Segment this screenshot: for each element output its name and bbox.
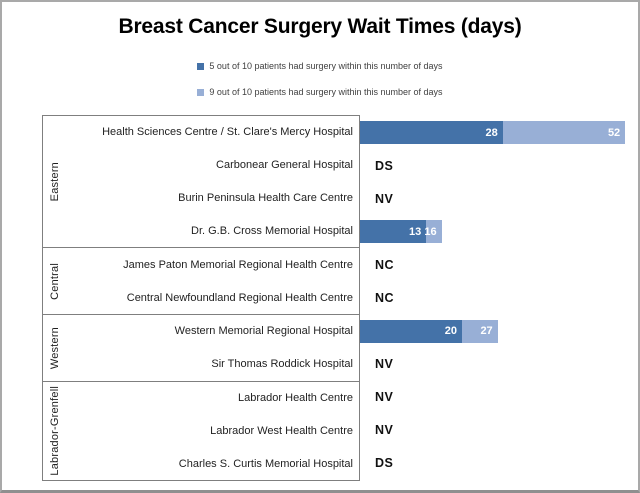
plot-group: NC NC — [360, 248, 638, 314]
hospital-label: Labrador West Health Centre — [210, 424, 353, 437]
bar-segment-p50: 28 — [360, 121, 503, 145]
hospital-label: Health Sciences Centre / St. Clare's Mer… — [102, 126, 353, 139]
stacked-bar: 13 16 — [360, 220, 442, 244]
bar-value-p90: 27 — [480, 325, 493, 338]
code-row: NV — [360, 414, 638, 447]
category-box: Eastern Health Sciences Centre / St. Clar… — [42, 115, 360, 481]
hospital-rows: Western Memorial Regional Hospital Sir Th… — [67, 315, 359, 381]
bar-value-p90: 16 — [424, 225, 437, 238]
region-group-eastern: Eastern Health Sciences Centre / St. Clar… — [43, 116, 359, 247]
status-code: NC — [375, 257, 395, 272]
status-code: NV — [375, 357, 394, 372]
hospital-rows: Health Sciences Centre / St. Clare's Mer… — [67, 116, 359, 247]
bar-row: 13 16 — [360, 215, 638, 248]
code-row: NC — [360, 281, 638, 314]
bar-segment-p90: 27 — [462, 319, 498, 343]
hospital-label: Carbonear General Hospital — [216, 159, 353, 172]
bar-value-p50: 28 — [485, 126, 498, 139]
stacked-bar: 20 27 — [360, 319, 498, 343]
bar-segment-p50: 13 — [360, 220, 427, 244]
region-axis-cell: Western — [43, 315, 67, 381]
legend-swatch-p50-icon — [197, 62, 205, 70]
region-group-western: Western Western Memorial Regional Hospita… — [43, 313, 359, 381]
stacked-bar: 28 52 — [360, 121, 626, 145]
region-axis-cell: Labrador-Grenfell — [43, 382, 67, 480]
legend-label-p50: 5 out of 10 patients had surgery within … — [209, 61, 443, 71]
region-group-labrador-grenfell: Labrador-Grenfell Labrador Health Centre L… — [43, 380, 359, 480]
plot-group: NV NV DS — [360, 381, 638, 480]
status-code: DS — [375, 158, 394, 173]
bar-row: 28 52 — [360, 116, 638, 149]
status-code: NC — [375, 291, 395, 305]
hospital-label: Labrador Health Centre — [238, 391, 353, 404]
region-label: Central — [49, 262, 61, 300]
region-label: Labrador-Grenfell — [49, 385, 61, 476]
status-code: NV — [375, 390, 394, 405]
code-row: DS — [360, 447, 638, 480]
bar-value-p50: 20 — [444, 325, 457, 338]
code-row: NC — [360, 248, 638, 281]
legend-item-p90: 9 out of 10 patients had surgery within … — [197, 87, 443, 97]
region-axis-cell: Eastern — [43, 116, 67, 247]
status-code: DS — [375, 456, 394, 471]
bar-segment-p90: 16 — [424, 220, 442, 244]
region-label: Eastern — [49, 161, 61, 202]
legend-item-p50: 5 out of 10 patients had surgery within … — [197, 61, 443, 71]
legend-swatch-p90-icon — [197, 88, 205, 96]
code-row: DS — [360, 149, 638, 182]
bar-segment-p50: 20 — [360, 319, 462, 343]
code-row: NV — [360, 381, 638, 414]
bar-row: 20 27 — [360, 315, 638, 348]
region-axis-cell: Central — [43, 248, 67, 314]
hospital-label: Sir Thomas Roddick Hospital — [211, 358, 353, 371]
status-code: NV — [375, 423, 394, 438]
bar-value-p50: 13 — [409, 225, 422, 238]
plot-group: 20 27 NV — [360, 315, 638, 381]
region-group-central: Central James Paton Memorial Regional Hea… — [43, 247, 359, 314]
hospital-label: Charles S. Curtis Memorial Hospital — [178, 457, 353, 470]
code-row: NV — [360, 182, 638, 215]
hospital-label: Central Newfoundland Regional Health Cen… — [126, 291, 353, 304]
hospital-label: Dr. G.B. Cross Memorial Hospital — [191, 224, 353, 237]
hospital-label: Burin Peninsula Health Care Centre — [178, 192, 353, 205]
chart-title: Breast Cancer Surgery Wait Times (days) — [118, 15, 522, 38]
hospital-label: James Paton Memorial Regional Health Cen… — [123, 258, 353, 271]
hospital-rows: Labrador Health Centre Labrador West Heal… — [67, 382, 359, 480]
hospital-label: Western Memorial Regional Hospital — [174, 325, 353, 338]
plot-group: 28 52 DS NV 13 16 — [360, 116, 638, 248]
bar-value-p90: 52 — [607, 126, 621, 139]
region-label: Western — [49, 326, 61, 369]
hospital-rows: James Paton Memorial Regional Health Cen… — [67, 248, 359, 314]
code-row: NV — [360, 348, 638, 381]
legend: 5 out of 10 patients had surgery within … — [2, 61, 638, 97]
status-code: NV — [375, 191, 394, 206]
bar-segment-p90: 52 — [502, 121, 626, 145]
plot-area: 28 52 DS NV 13 16 NC NC 20 27 NV NV NV DS — [360, 116, 638, 480]
legend-label-p90: 9 out of 10 patients had surgery within … — [209, 87, 443, 97]
